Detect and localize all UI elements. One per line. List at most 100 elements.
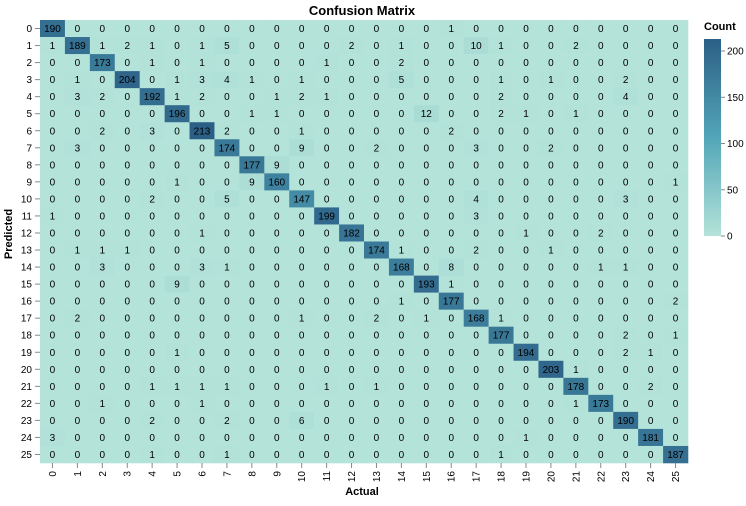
heatmap-cell <box>339 343 365 362</box>
cell-value-label: 0 <box>199 331 205 342</box>
heatmap-cell <box>289 20 315 38</box>
cell-value-label: 0 <box>199 211 205 222</box>
heatmap-cell <box>114 377 140 396</box>
heatmap-cell <box>314 139 340 157</box>
heatmap-cell <box>139 207 165 225</box>
cell-value-label: 3 <box>75 143 81 154</box>
cell-value-label: 0 <box>573 450 579 461</box>
cell-value-label: 0 <box>498 160 504 171</box>
cell-value-label: 0 <box>648 75 654 86</box>
cell-value-label: 0 <box>349 433 355 444</box>
cell-value-label: 0 <box>598 416 604 427</box>
cell-value-label: 0 <box>124 24 130 35</box>
heatmap-cell <box>513 445 539 464</box>
cell-value-label: 0 <box>573 246 579 257</box>
cell-value-label: 0 <box>399 399 405 410</box>
heatmap-cell <box>314 326 340 345</box>
heatmap-cell <box>40 377 66 396</box>
cell-value-label: 1 <box>249 109 255 120</box>
heatmap-cell <box>388 394 415 413</box>
heatmap-cell <box>214 156 240 174</box>
heatmap-cell <box>663 360 689 379</box>
cell-value-label: 0 <box>374 211 380 222</box>
heatmap-cell <box>638 122 664 140</box>
heatmap-cell <box>463 428 489 447</box>
heatmap-cell-labels: 190 0 0 0 0 0 0 0 0 0 0 0 0 0 0 0 1 0 0 0 0 0 0 0 0 01 189 1 2 1 0 1 5 0 0… <box>44 24 684 461</box>
cell-value-label: 0 <box>548 331 554 342</box>
heatmap-cell <box>413 88 440 106</box>
heatmap-cell <box>513 377 539 396</box>
y-tick-label: 8 <box>26 160 32 171</box>
heatmap-cell <box>388 224 415 242</box>
heatmap-cell <box>513 292 539 310</box>
cell-value-label: 0 <box>399 92 405 103</box>
heatmap-cell <box>463 190 489 208</box>
cell-value-label: 2 <box>498 92 504 103</box>
heatmap-cell <box>264 224 290 242</box>
heatmap-cell <box>40 173 66 191</box>
heatmap-cell <box>613 326 639 345</box>
cell-value-label: 177 <box>443 297 460 308</box>
heatmap-cell <box>513 428 539 447</box>
cell-value-label: 0 <box>374 92 380 103</box>
cell-value-label: 0 <box>324 297 330 308</box>
cell-value-label: 0 <box>523 92 529 103</box>
heatmap-cell <box>513 71 539 89</box>
heatmap-cell <box>64 37 91 55</box>
cell-value-label: 0 <box>249 399 255 410</box>
cell-value-label: 2 <box>100 92 106 103</box>
heatmap-cell <box>438 190 464 208</box>
cell-value-label: 0 <box>249 450 255 461</box>
cell-value-label: 0 <box>274 228 280 239</box>
cell-value-label: 1 <box>374 382 380 393</box>
cell-value-label: 0 <box>673 211 679 222</box>
heatmap-cell <box>538 156 564 174</box>
cell-value-label: 0 <box>174 24 180 35</box>
cell-value-label: 0 <box>473 450 479 461</box>
heatmap-cell <box>164 20 190 38</box>
cell-value-label: 1 <box>448 280 454 291</box>
cell-value-label: 0 <box>498 228 504 239</box>
heatmap-cell <box>114 71 140 89</box>
cell-value-label: 0 <box>673 263 679 274</box>
cell-value-label: 0 <box>75 228 81 239</box>
cell-value-label: 0 <box>448 160 454 171</box>
cell-value-label: 0 <box>399 211 405 222</box>
heatmap-cell <box>139 241 165 259</box>
cell-value-label: 0 <box>523 41 529 52</box>
heatmap-cell <box>214 122 240 140</box>
heatmap-cell <box>314 190 340 208</box>
cell-value-label: 0 <box>324 314 330 325</box>
cell-value-label: 0 <box>349 399 355 410</box>
cell-value-label: 0 <box>598 41 604 52</box>
cell-value-label: 0 <box>324 246 330 257</box>
heatmap-cell <box>164 71 190 89</box>
heatmap-cell <box>613 54 639 72</box>
cell-value-label: 0 <box>473 433 479 444</box>
cell-value-label: 0 <box>124 263 130 274</box>
heatmap-cell <box>314 71 340 89</box>
cell-value-label: 0 <box>573 348 579 359</box>
heatmap-cell <box>638 88 664 106</box>
cell-value-label: 0 <box>548 126 554 137</box>
cell-value-label: 0 <box>349 365 355 376</box>
cell-value-label: 0 <box>149 228 155 239</box>
cell-value-label: 0 <box>598 75 604 86</box>
cell-value-label: 3 <box>473 211 479 222</box>
cell-value-label: 0 <box>673 24 679 35</box>
cell-value-label: 0 <box>299 399 305 410</box>
cell-value-label: 0 <box>424 126 430 137</box>
cell-value-label: 0 <box>548 314 554 325</box>
heatmap-cell <box>488 122 514 140</box>
heatmap-cell <box>438 122 464 140</box>
heatmap-cell <box>388 309 415 327</box>
cell-value-label: 0 <box>199 416 205 427</box>
cell-value-label: 0 <box>324 75 330 86</box>
heatmap-cell <box>364 207 390 225</box>
cell-value-label: 0 <box>673 382 679 393</box>
cell-value-label: 2 <box>199 92 205 103</box>
cell-value-label: 1 <box>573 399 579 410</box>
heatmap-cell <box>488 377 514 396</box>
heatmap-cell <box>638 241 664 259</box>
heatmap-cell <box>40 37 66 55</box>
